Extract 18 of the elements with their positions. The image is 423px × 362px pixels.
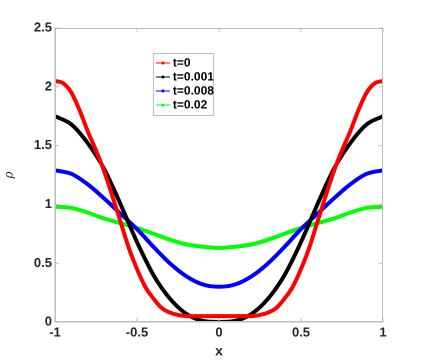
legend-label: t=0 [172, 55, 191, 70]
x-tick-label: -1 [49, 324, 61, 340]
x-tick-label: 1 [379, 324, 387, 340]
legend-label: t=0.02 [172, 97, 208, 112]
legend-label: t=0.008 [172, 83, 214, 98]
y-tick-label: 2.5 [34, 20, 52, 35]
y-tick-label: 1 [44, 196, 52, 211]
line-series [55, 168, 383, 289]
y-axis-title: ρ [1, 171, 16, 180]
x-axis-title: x [215, 342, 224, 358]
y-tick-label: 0.5 [34, 254, 52, 270]
x-tick-label: -0.5 [126, 324, 148, 340]
y-tick-label: 0 [44, 314, 52, 329]
x-tick-label: 0 [215, 324, 223, 340]
x-tick-label: 0.5 [292, 324, 310, 340]
legend-label: t=0.001 [172, 69, 214, 84]
y-tick-label: 1.5 [34, 137, 52, 152]
y-tick-label: 2 [44, 78, 52, 94]
